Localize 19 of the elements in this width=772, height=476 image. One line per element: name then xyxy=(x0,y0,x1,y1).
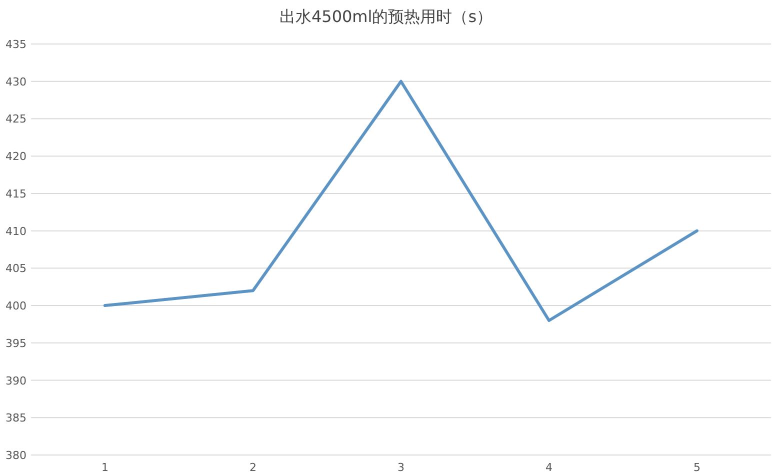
y-tick-label: 425 xyxy=(6,112,26,126)
y-tick-label: 435 xyxy=(6,38,26,51)
y-tick-label: 415 xyxy=(6,187,26,200)
x-tick-label: 2 xyxy=(250,461,256,474)
x-tick-label: 4 xyxy=(546,461,552,474)
y-tick-label: 405 xyxy=(6,262,26,276)
x-tick-label: 3 xyxy=(398,461,404,474)
x-tick-label: 1 xyxy=(102,461,108,474)
y-tick-label: 380 xyxy=(6,449,26,462)
y-tick-label: 390 xyxy=(6,374,26,388)
y-tick-label: 430 xyxy=(6,75,26,88)
x-tick-label: 5 xyxy=(694,461,700,474)
y-tick-label: 420 xyxy=(6,150,26,164)
y-tick-label: 410 xyxy=(6,224,26,238)
y-tick-label: 395 xyxy=(6,336,26,350)
y-tick-label: 385 xyxy=(6,412,26,425)
chart-title: 出水4500ml的预热用时（s） xyxy=(279,7,493,26)
y-tick-label: 400 xyxy=(6,300,26,313)
line-series xyxy=(104,80,698,322)
